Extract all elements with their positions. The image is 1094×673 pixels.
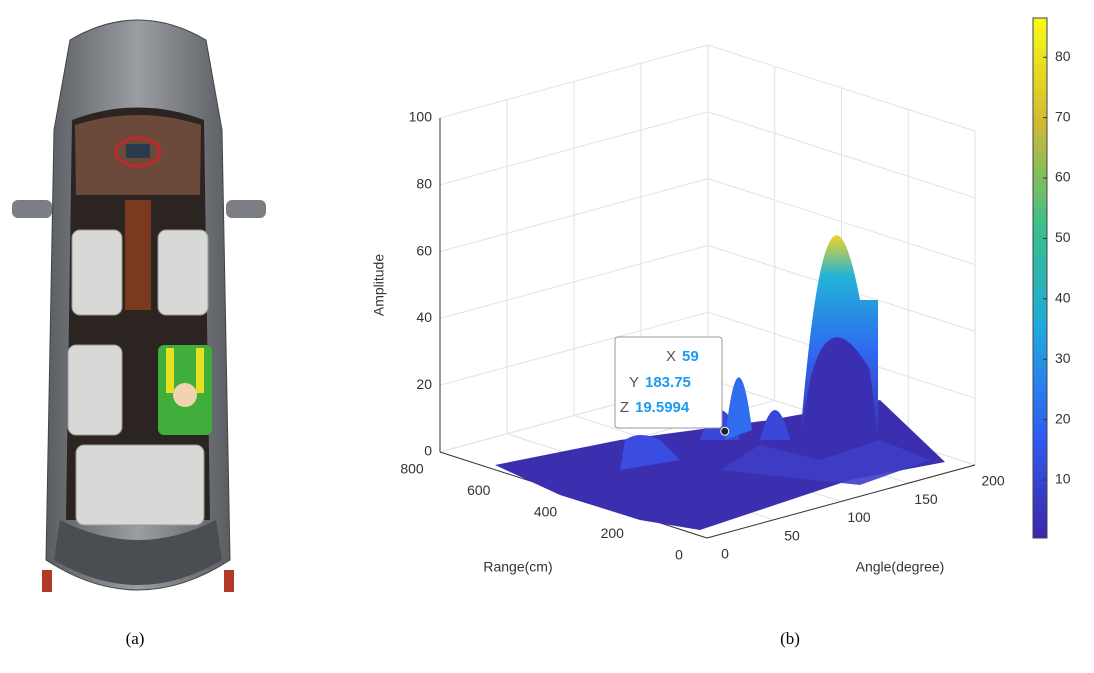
y-axis-label: Range(cm): [483, 559, 552, 575]
y-tick-label: 600: [467, 482, 491, 498]
grid-line: [707, 178, 976, 266]
colorbar-tick-label: 10: [1055, 471, 1071, 487]
colorbar-tick-label: 20: [1055, 410, 1071, 426]
z-axis-label: Amplitude: [371, 254, 387, 316]
colorbar-tick-label: 60: [1055, 169, 1071, 185]
caption: (b): [780, 629, 800, 648]
z-tick-label: 20: [416, 376, 432, 392]
car-illustration: [12, 19, 266, 592]
datatip-box: [614, 336, 723, 429]
z-tick-label: 0: [424, 443, 432, 459]
datatip-value: 183.75: [645, 374, 691, 391]
x-tick-label: 50: [784, 527, 800, 543]
surface: [495, 235, 945, 530]
axis-line: [706, 464, 976, 539]
caption: (a): [126, 629, 145, 648]
grid-line: [707, 44, 976, 132]
datatip-value: 19.5994: [635, 399, 690, 416]
colorbar-tick-label: 50: [1055, 229, 1071, 245]
z-tick-label: 80: [416, 176, 432, 192]
colorbar-tick-label: 30: [1055, 350, 1071, 366]
x-tick-label: 200: [981, 473, 1005, 489]
z-tick-label: 100: [409, 109, 433, 125]
y-tick-label: 800: [400, 461, 424, 477]
x-tick-label: 100: [847, 509, 871, 525]
colorbar: [1032, 17, 1048, 539]
x-tick-label: 150: [914, 491, 938, 507]
datatip[interactable]: X 59 Y 183.75 Z 19.5994: [614, 336, 723, 429]
grid-line: [439, 44, 709, 119]
z-tick-label: 40: [416, 309, 432, 325]
grid-line: [707, 111, 976, 199]
colorbar-tick-label: 80: [1055, 48, 1071, 64]
grid-line: [439, 311, 709, 386]
y-tick-label: 400: [534, 504, 558, 520]
x-axis-label: Angle(degree): [856, 559, 945, 575]
datatip-value: 59: [682, 348, 699, 365]
datatip-label: Y: [629, 374, 639, 391]
datatip-point: [720, 426, 730, 436]
grid-line: [439, 111, 709, 186]
y-tick-label: 0: [675, 547, 683, 563]
datatip-label: Z: [620, 399, 629, 416]
x-tick-label: 0: [721, 546, 729, 562]
y-tick-label: 200: [601, 525, 625, 541]
grid-line: [439, 244, 709, 319]
colorbar-tick-label: 70: [1055, 108, 1071, 124]
grid-line: [439, 178, 709, 253]
z-tick-label: 60: [416, 242, 432, 258]
datatip-label: X: [666, 348, 676, 365]
colorbar-tick-label: 40: [1055, 290, 1071, 306]
